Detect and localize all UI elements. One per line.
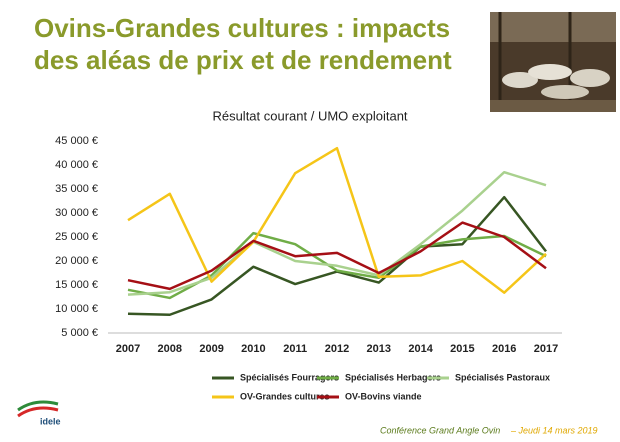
x-tick-label: 2012 bbox=[325, 343, 349, 355]
y-tick-label: 35 000 € bbox=[55, 183, 98, 195]
slide-title: des aléas de prix et de rendement bbox=[34, 45, 452, 75]
chart-title: Résultat courant / UMO exploitant bbox=[212, 108, 407, 123]
legend-label: OV-Grandes cultures bbox=[240, 391, 330, 401]
x-tick-label: 2009 bbox=[199, 343, 223, 355]
footer-date: – Jeudi 14 mars 2019 bbox=[510, 425, 598, 435]
x-tick-label: 2016 bbox=[492, 343, 516, 355]
x-tick-label: 2007 bbox=[116, 343, 140, 355]
x-tick-label: 2017 bbox=[534, 343, 558, 355]
legend-label: OV-Bovins viande bbox=[345, 391, 422, 401]
logo-text: idele bbox=[40, 416, 61, 426]
series-line bbox=[127, 221, 547, 291]
y-tick-label: 15 000 € bbox=[55, 279, 98, 291]
series-line bbox=[127, 146, 547, 294]
legend-label: Spécialisés Herbagers bbox=[345, 372, 441, 382]
y-tick-label: 25 000 € bbox=[55, 231, 98, 243]
footer-event: Conférence Grand Angle Ovin bbox=[380, 425, 500, 435]
y-tick-label: 30 000 € bbox=[55, 207, 98, 219]
x-tick-label: 2011 bbox=[283, 343, 307, 355]
slide-title: Ovins-Grandes cultures : impacts bbox=[34, 13, 450, 43]
x-tick-label: 2008 bbox=[158, 343, 182, 355]
x-tick-label: 2010 bbox=[241, 343, 265, 355]
y-tick-label: 45 000 € bbox=[55, 135, 98, 147]
logo: idele bbox=[17, 400, 61, 426]
photo bbox=[490, 12, 616, 112]
y-tick-label: 20 000 € bbox=[55, 255, 98, 267]
legend-label: Spécialisés Fourragers bbox=[240, 372, 339, 382]
series-line bbox=[127, 170, 547, 296]
x-tick-label: 2013 bbox=[367, 343, 391, 355]
y-tick-label: 40 000 € bbox=[55, 159, 98, 171]
x-tick-label: 2015 bbox=[450, 343, 474, 355]
x-tick-label: 2014 bbox=[408, 343, 433, 355]
legend-label: Spécialisés Pastoraux bbox=[455, 372, 550, 382]
y-tick-label: 5 000 € bbox=[61, 327, 98, 339]
y-tick-label: 10 000 € bbox=[55, 303, 98, 315]
